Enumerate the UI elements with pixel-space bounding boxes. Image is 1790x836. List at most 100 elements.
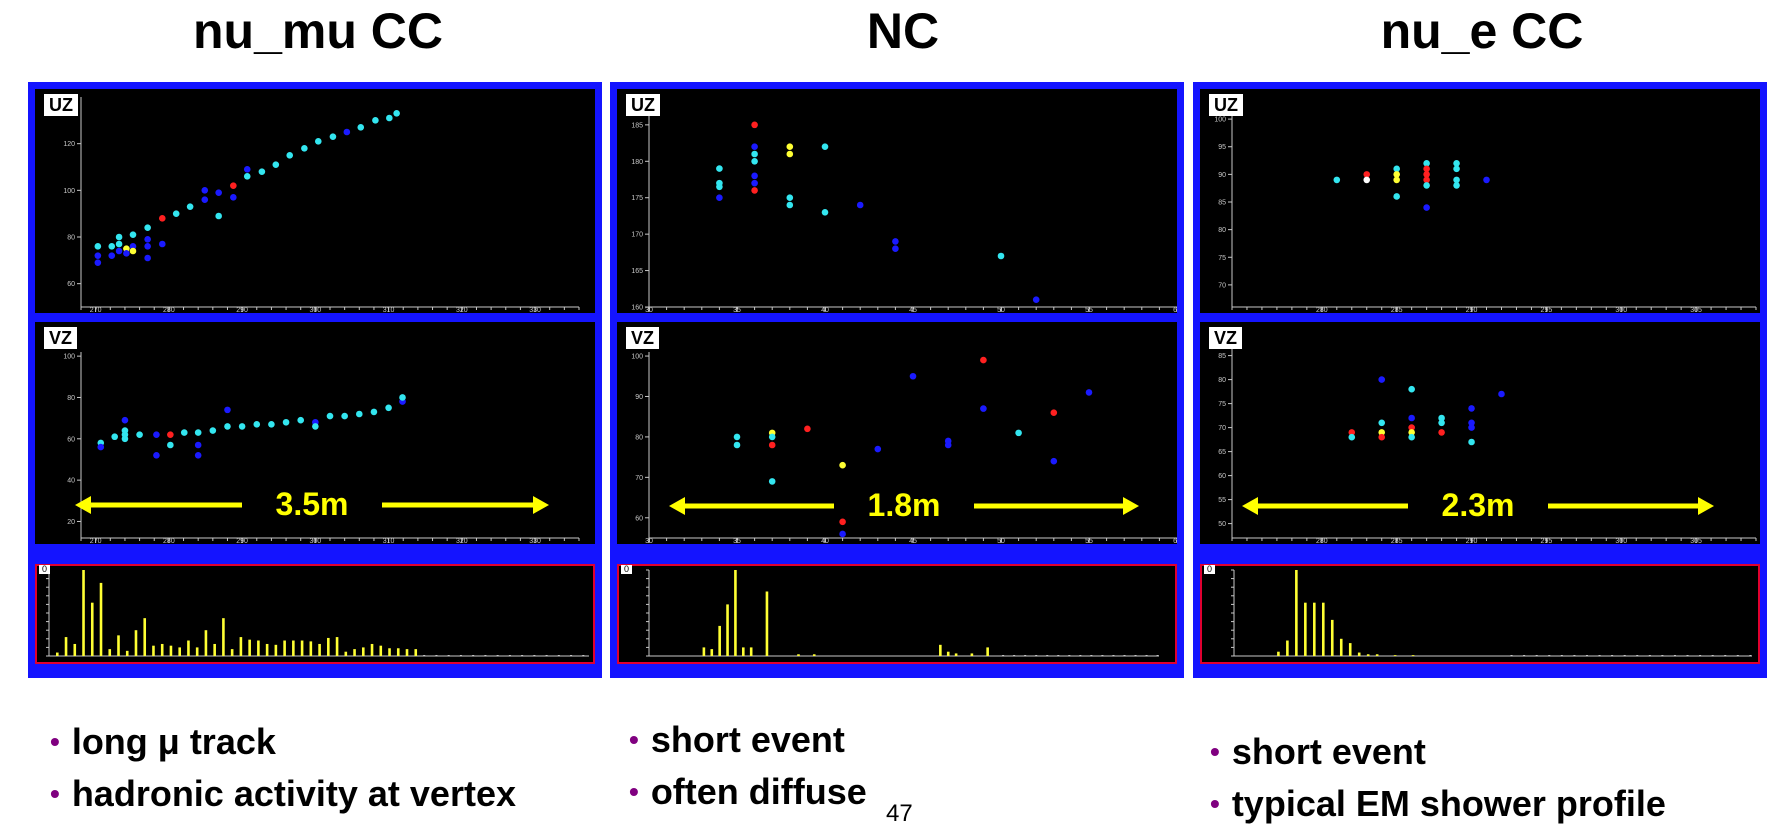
y-tick-label: 175 [631,195,643,202]
histogram-bar [318,643,321,656]
y-tick-label: 100 [631,354,643,361]
vz-view-svg: 30 35 40 45 50 55 60 60 70 80 90 100 1.8m [631,352,1177,544]
x-tick-label: 35 [733,538,741,544]
baseline-tick [533,655,536,656]
data-point [153,431,160,438]
data-point [1408,429,1415,436]
data-point [1438,429,1445,436]
x-tick-label: 60 [1173,307,1177,313]
charge-histogram-svg [46,569,589,657]
data-point [1378,429,1386,436]
data-point [733,433,741,441]
x-tick-label: 40 [821,307,829,313]
histogram-bar [309,641,313,656]
x-tick-label: 290 [1466,538,1478,544]
event-panel-nc: 30 35 40 45 50 55 60 160 165 170 175 180 185 UZ 30 35… [610,82,1184,678]
bullet-text: hadronic activity at vertex [71,773,516,814]
histogram-bar [1375,654,1379,656]
histogram-bar [344,651,348,656]
arrow-right-head [1123,497,1139,515]
data-point [153,452,160,459]
y-tick-label: 85 [1218,353,1226,360]
data-point [786,194,794,202]
data-point [215,212,222,220]
bullet-icon: • [1210,736,1220,767]
y-tick-label: 75 [1218,401,1226,408]
baseline-tick [1611,655,1614,656]
baseline-tick [1002,655,1005,656]
data-point [136,431,143,438]
length-arrow: 1.8m [669,487,1139,523]
x-tick-label: 320 [456,538,468,544]
data-point [97,443,105,451]
histogram-bar [152,645,155,656]
histogram-bar [353,649,356,656]
data-point [751,179,758,187]
data-point [357,124,365,131]
data-point [1438,419,1445,427]
data-point [314,138,322,145]
data-point [370,408,378,416]
column-title: nu_e CC [1380,3,1584,59]
data-point [1393,176,1400,184]
data-point [1393,171,1400,178]
y-tick-label: 100 [63,188,75,195]
vz-view-label: VZ [44,327,78,349]
y-tick-label: 90 [635,394,643,401]
x-tick-label: 295 [1541,307,1553,313]
data-point [786,143,794,151]
baseline-tick [521,655,524,656]
data-point [751,157,758,165]
histogram-bar [726,604,729,656]
column-title: nu_mu CC [193,3,443,59]
baseline-tick [1736,655,1739,656]
column-title: NC [866,3,940,59]
data-point [108,243,116,250]
data-point [821,208,829,216]
data-point [224,423,231,430]
y-tick-label: 80 [635,434,643,441]
x-tick-label: 40 [821,538,829,544]
histogram-bar [169,645,173,656]
x-tick-label: 300 [1615,307,1627,313]
data-point [804,425,811,433]
baseline-tick [545,655,548,656]
vz-view-svg: 280 285 290 295 300 305 50 55 60 65 70 75 80 85 2.3m [1218,346,1757,544]
histogram-bar [405,649,409,656]
baseline-tick [1548,655,1551,656]
baseline-tick [1585,655,1588,656]
data-point [209,427,217,434]
y-tick-label: 120 [63,141,75,148]
data-point [821,143,829,151]
y-tick-label: 65 [1218,449,1226,456]
histogram-bar [327,637,330,656]
histogram-bar [379,645,383,656]
arrow-right-head [533,496,549,514]
y-tick-label: 180 [631,159,643,166]
x-tick-label: 35 [733,307,741,313]
baseline-tick [1711,655,1714,656]
data-point [111,433,118,441]
y-tick-label: 40 [67,478,75,485]
histogram-label: 0 [621,565,633,574]
data-point [115,233,123,241]
data-point [751,121,758,129]
x-tick-label: 285 [1391,538,1403,544]
vz-view-svg: 270 280 290 300 310 320 330 20 40 60 80 100 3.5m [63,352,580,544]
data-point [108,252,116,259]
data-point [768,441,776,449]
histogram-bar [954,653,958,656]
histogram-bar [335,637,339,656]
arrow-left-head [1242,497,1258,515]
data-point [329,133,337,140]
histogram-bar [1295,570,1298,656]
data-point [1348,429,1356,436]
data-point [1378,433,1386,441]
histogram-bar [749,647,753,656]
baseline-tick [1699,655,1702,656]
data-point [201,187,209,194]
baseline-tick [1134,655,1137,656]
data-point [312,423,319,430]
histogram-bar [718,625,721,656]
baseline-tick [1560,655,1563,656]
